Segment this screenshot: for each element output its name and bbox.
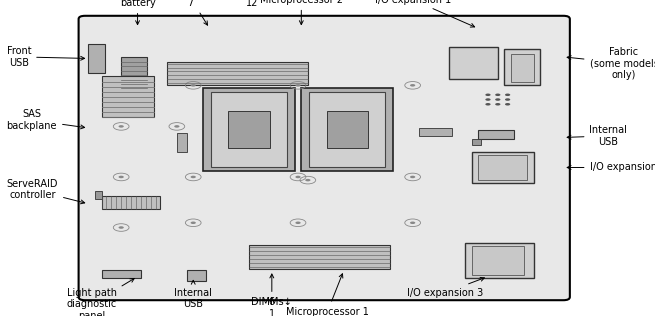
Bar [472, 139, 481, 145]
FancyBboxPatch shape [79, 16, 570, 300]
Circle shape [495, 98, 500, 101]
Circle shape [119, 226, 124, 229]
Circle shape [410, 222, 415, 224]
Text: Front
USB: Front USB [7, 46, 84, 68]
Circle shape [174, 125, 179, 128]
Bar [465, 243, 534, 278]
Bar [326, 111, 368, 148]
Text: ServeRAID
controller: ServeRAID controller [7, 179, 84, 204]
Circle shape [191, 222, 196, 224]
Bar [121, 57, 147, 88]
Circle shape [505, 103, 510, 106]
Circle shape [495, 103, 500, 106]
Bar [511, 54, 534, 82]
Bar [203, 88, 295, 171]
Bar [167, 62, 308, 85]
Circle shape [485, 94, 491, 96]
Bar [472, 152, 534, 183]
Bar [88, 44, 105, 73]
Text: I/O expansion 3: I/O expansion 3 [407, 277, 484, 298]
Bar [102, 270, 141, 278]
Text: I/O expansion 1: I/O expansion 1 [375, 0, 475, 27]
Text: I/O expansion 2: I/O expansion 2 [567, 162, 655, 173]
Text: Light path
diagnostic
panel: Light path diagnostic panel [67, 278, 134, 316]
Bar [449, 47, 498, 79]
Bar [472, 246, 524, 275]
Text: DIMMs↓
7: DIMMs↓ 7 [170, 0, 210, 25]
Circle shape [295, 176, 301, 178]
Bar [309, 92, 385, 167]
Text: CMOS
battery: CMOS battery [120, 0, 155, 25]
Text: Internal
USB: Internal USB [174, 280, 212, 309]
Bar [187, 270, 206, 281]
Circle shape [505, 98, 510, 101]
Circle shape [410, 176, 415, 178]
Circle shape [305, 179, 310, 181]
Text: 6: 6 [269, 297, 275, 307]
Text: 12: 12 [246, 0, 258, 8]
Bar [478, 155, 527, 180]
Circle shape [485, 103, 491, 106]
Text: DIMMs↓
1: DIMMs↓ 1 [252, 274, 292, 316]
Bar [177, 133, 187, 152]
Circle shape [505, 94, 510, 96]
Text: Microprocessor 2: Microprocessor 2 [260, 0, 343, 25]
Circle shape [295, 222, 301, 224]
Bar [478, 130, 514, 139]
Bar [95, 191, 102, 199]
Circle shape [495, 94, 500, 96]
Text: Fabric
(some models
only): Fabric (some models only) [567, 46, 655, 80]
Text: SAS
backplane: SAS backplane [7, 109, 84, 131]
Bar [211, 92, 287, 167]
Circle shape [485, 98, 491, 101]
Text: Internal
USB: Internal USB [567, 125, 627, 147]
Bar [301, 88, 393, 171]
Bar [102, 76, 154, 117]
Bar [249, 245, 390, 269]
Circle shape [191, 176, 196, 178]
Bar [228, 111, 270, 148]
Circle shape [295, 84, 301, 87]
Circle shape [191, 84, 196, 87]
Bar [504, 49, 540, 85]
Text: Microprocessor 1: Microprocessor 1 [286, 274, 369, 316]
Circle shape [119, 125, 124, 128]
Circle shape [119, 176, 124, 178]
Bar [102, 196, 160, 209]
Circle shape [410, 84, 415, 87]
Bar [419, 128, 452, 136]
